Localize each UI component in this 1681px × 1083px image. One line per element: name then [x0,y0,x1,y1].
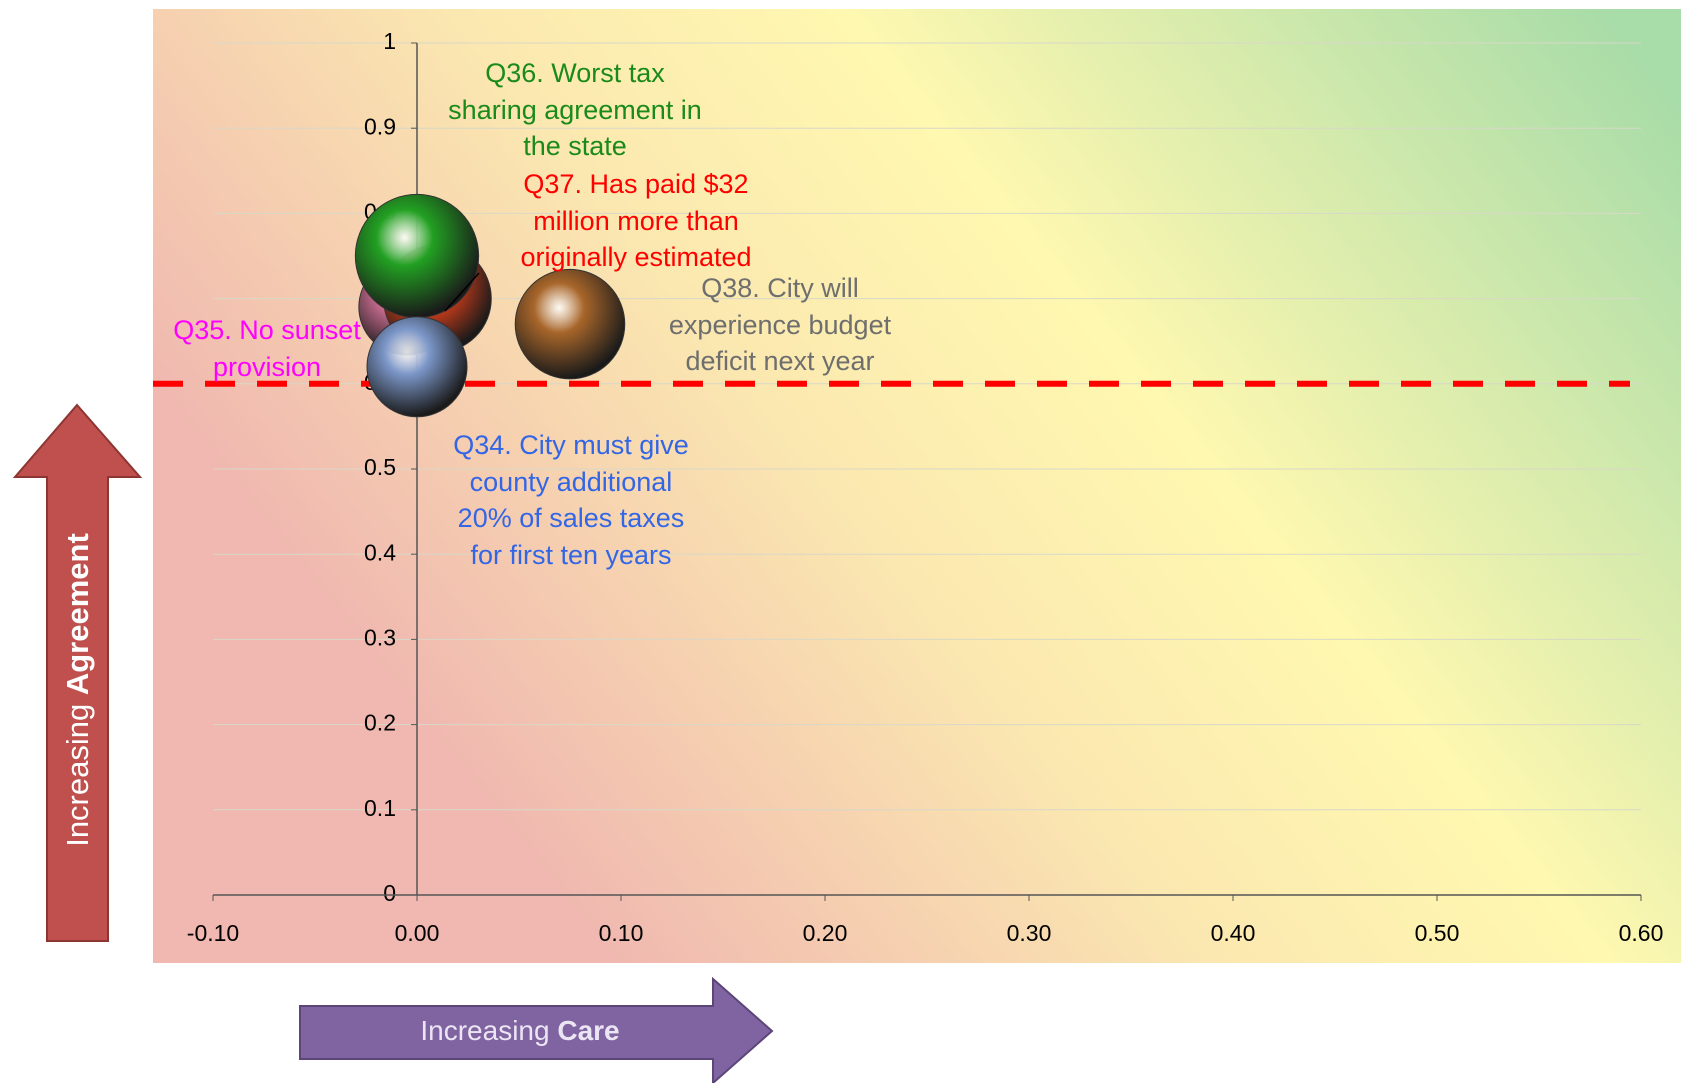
x-tick-label: 0.10 [599,920,644,946]
x-tick-label: -0.10 [187,920,239,946]
y-arrow-text: Increasing [60,704,95,847]
y-arrow [12,403,143,942]
x-tick-label: 0.50 [1415,920,1460,946]
y-arrow-label: Increasing Agreement [60,533,95,847]
x-tick-label: 0.30 [1007,920,1052,946]
x-arrow [299,976,774,1083]
series-label: Q34. City must give county additional 20… [453,430,689,570]
series-label: Q38. City will experience budget deficit… [668,273,892,376]
y-tick-label: 0 [383,880,396,906]
x-tick-label: 0.40 [1211,920,1256,946]
y-tick-label: 0.4 [364,539,396,565]
y-tick-label: 0.1 [364,795,396,821]
bubble [354,193,480,319]
x-arrow-text: Increasing [420,1015,549,1046]
x-tick-label: 0.20 [803,920,848,946]
x-arrow-text-bold: Care [557,1015,619,1046]
bubble [514,268,626,380]
callout-line [444,272,480,312]
y-tick-label: 0.3 [364,624,396,650]
bubbles [354,193,626,418]
series-label: Q36. Worst tax sharing agreement in the … [448,58,702,161]
y-tick-label: 0.2 [364,710,396,736]
series-label: Q35. No sunset provision [173,315,361,382]
series-label: Q37. Has paid $32 million more than orig… [520,169,752,272]
x-tick-label: 0.00 [395,920,440,946]
x-tick-label: 0.60 [1619,920,1664,946]
x-arrow-label: Increasing Care [420,1015,619,1046]
y-tick-label: 1 [383,28,396,54]
bubble [366,316,468,418]
y-arrow-text-bold: Agreement [60,533,95,695]
y-tick-label: 0.9 [364,113,396,139]
y-tick-label: 0.5 [364,454,396,480]
plot-background [153,9,1681,963]
